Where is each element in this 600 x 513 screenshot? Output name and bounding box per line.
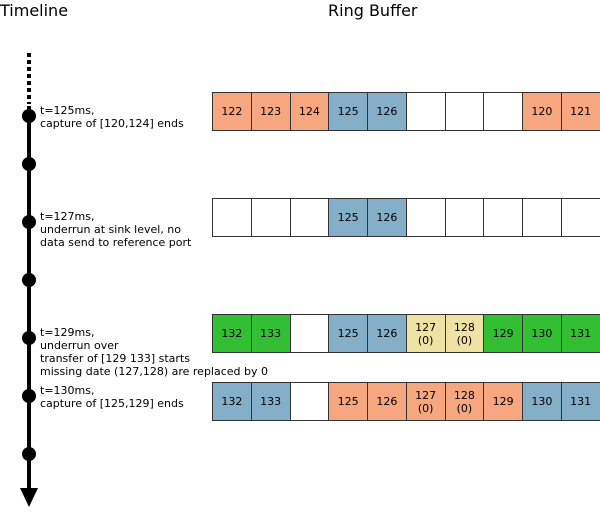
timeline-tick [22,109,36,123]
event-label-line: t=129ms, [40,326,95,339]
buffer-cell [289,382,330,421]
buffer-cell-value: 129 [492,395,514,408]
buffer-cell-value: 127 [415,388,437,402]
event-label-line: capture of [120,124] ends [40,117,184,130]
buffer-cell-value: 133 [260,395,282,408]
buffer-cell: 126 [367,382,407,421]
buffer-cell-value: 123 [260,105,282,118]
buffer-cell-value: 130 [531,395,553,408]
timeline-tick [22,215,36,229]
event-label-line: missing date (127,128) are replaced by 0 [40,365,269,378]
timeline-arrowhead [20,488,38,507]
buffer-cell [250,198,291,237]
timeline-tick [22,331,36,345]
buffer-cell: 126 [367,198,407,237]
buffer-cell: 130 [522,382,562,421]
buffer-cell-value: 125 [337,211,359,224]
buffer-cell [483,198,523,237]
timeline-header: Timeline [0,1,69,20]
buffer-cell: 131 [560,382,600,421]
buffer-cell: 125 [328,92,368,131]
timeline-tick [22,447,36,461]
buffer-cell-value: 131 [570,327,592,340]
event-label: t=125ms, capture of [120,124] ends [40,104,184,130]
buffer-cell: 124 [289,92,330,131]
buffer-cell [483,92,523,131]
buffer-cell: 132 [212,314,252,353]
buffer-cell [444,198,485,237]
buffer-cell [289,198,330,237]
buffer-cell-value: 128 [453,320,475,334]
buffer-cell-sub: (0) [456,333,473,347]
buffer-cell-value: 120 [531,105,553,118]
event-label: t=127ms, underrun at sink level, no data s… [40,210,191,249]
buffer-cell: 126 [367,92,407,131]
buffer-cell: 121 [560,92,600,131]
buffer-cell-value: 132 [221,327,243,340]
buffer-cell-value: 127 [415,320,437,334]
event-label-line: t=127ms, [40,210,95,223]
buffer-cell: 129 [483,314,523,353]
buffer-cell-value: 125 [337,327,359,340]
event-label-line: underrun over [40,339,119,352]
event-label: t=130ms, capture of [125,129] ends [40,384,184,410]
timeline-ticks [22,109,36,461]
buffer-cell-value: 130 [531,327,553,340]
buffer-cell [212,198,252,237]
buffer-cell-value: 132 [221,395,243,408]
buffer-cell-value: 125 [337,395,359,408]
buffer-cell: 127 (0) [405,314,446,353]
buffer-cell-sub: (0) [417,333,434,347]
buffer-cell-sub: (0) [456,401,473,415]
buffer-cell: 125 [328,198,368,237]
event-label-line: capture of [125,129] ends [40,397,184,410]
event-label-line: transfer of [129 133] starts [40,352,190,365]
buffer-cell: 132 [212,382,252,421]
event-label-line: t=130ms, [40,384,95,397]
event-label-line: data send to reference port [40,236,192,249]
ring-buffer-header: Ring Buffer [328,1,418,20]
event-label-line: underrun at sink level, no [40,223,182,236]
buffer-cell-value: 126 [376,327,398,340]
buffer-cell: 131 [560,314,600,353]
timeline-tick [22,157,36,171]
buffer-cell-value: 129 [492,327,514,340]
buffer-cell: 130 [522,314,562,353]
buffer-cell-value: 122 [221,105,243,118]
event-label-line: t=125ms, [40,104,95,117]
buffer-cell: 128 (0) [444,314,485,353]
buffer-cell: 126 [367,314,407,353]
buffer-cell: 122 [212,92,252,131]
buffer-cell-value: 128 [453,388,475,402]
buffer-cell-value: 125 [337,105,359,118]
buffer-cell [405,198,446,237]
buffer-cell: 125 [328,314,368,353]
buffer-cell: 129 [483,382,523,421]
buffer-cell-value: 131 [570,395,592,408]
timeline-tick [22,273,36,287]
buffer-cell-value: 124 [298,105,320,118]
buffer-cell [289,314,330,353]
buffer-cell-value: 126 [376,105,398,118]
buffer-cell: 120 [522,92,562,131]
timeline-tick [22,389,36,403]
buffer-cell: 128 (0) [444,382,485,421]
buffer-cell [444,92,485,131]
buffer-cell-value: 126 [376,211,398,224]
buffer-cell [522,198,562,237]
buffer-cell-value: 133 [260,327,282,340]
buffer-cell [405,92,446,131]
buffer-cell-sub: (0) [417,401,434,415]
event-label: t=129ms, underrun over transfer of [129 13… [40,326,268,378]
buffer-cell: 123 [250,92,291,131]
buffer-cell: 125 [328,382,368,421]
buffer-cell: 127 (0) [405,382,446,421]
buffer-cell-value: 126 [376,395,398,408]
buffer-cell [560,198,600,237]
buffer-cell: 133 [250,382,291,421]
buffer-cell-value: 121 [570,105,592,118]
buffer-cell: 133 [250,314,291,353]
